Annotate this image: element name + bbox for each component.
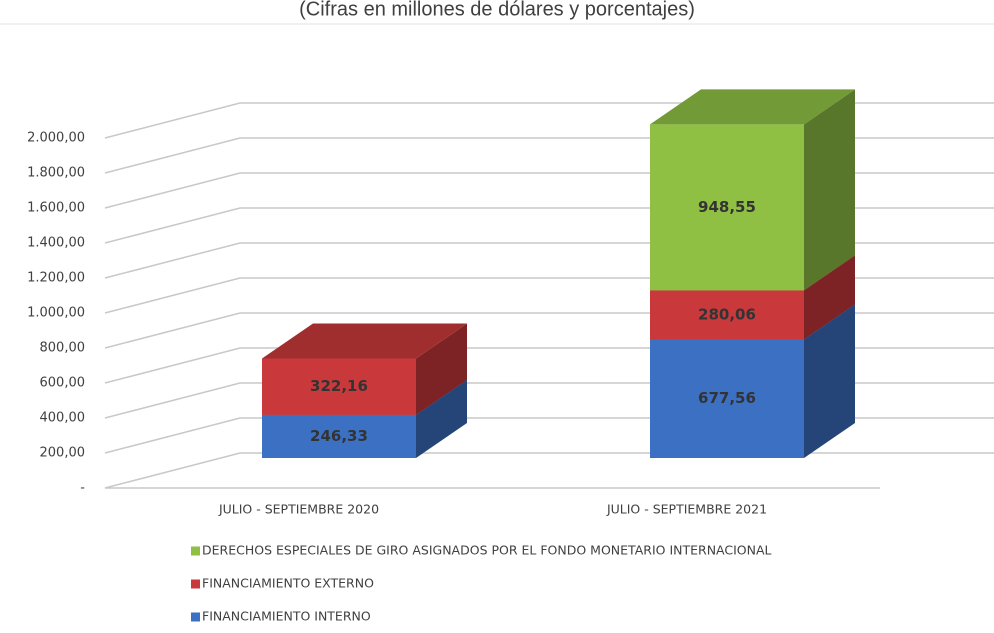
chart-title: (Cifras en millones de dólares y porcent… [299,0,695,20]
bar-side [804,255,855,340]
bar-top [650,89,855,125]
y-tick-label: 200,00 [40,446,86,461]
x-tick-label: JULIO - SEPTIEMBRE 2020 [218,502,379,517]
grid-line [104,347,994,384]
bar-front [262,358,416,415]
grid-line [104,417,994,454]
grid-line [104,382,994,419]
bar-front [650,339,804,458]
grid-line [104,452,994,489]
bar-side [804,89,855,291]
y-tick-label: - [80,481,85,496]
bar-side [416,323,467,415]
legend-swatch [191,612,200,622]
legend-swatch [191,579,200,589]
data-label: 280,06 [698,305,756,323]
bar-top [262,323,467,359]
grid-line [104,242,994,279]
bar-front [650,290,804,340]
y-tick-label: 1.800,00 [27,166,85,181]
bar-side [804,304,855,458]
y-tick-label: 1.000,00 [27,306,85,321]
grid-line [104,137,994,174]
bar-side [416,379,467,458]
bar-front [262,414,416,458]
y-tick-label: 2.000,00 [27,131,85,146]
bar-front [650,124,804,291]
x-tick-label: JULIO - SEPTIEMBRE 2021 [606,502,767,517]
y-tick-label: 1.600,00 [27,201,85,216]
grid-line [104,172,994,209]
legend-label: FINANCIAMIENTO EXTERNO [202,576,374,591]
legend-label: DERECHOS ESPECIALES DE GIRO ASIGNADOS PO… [202,543,772,558]
grid-line [104,102,994,139]
y-tick-label: 800,00 [40,341,86,356]
y-tick-label: 1.200,00 [27,271,85,286]
y-tick-label: 400,00 [40,411,86,426]
grid-line [104,277,994,314]
data-label: 322,16 [310,377,368,395]
legend-swatch [191,546,200,556]
grid-line [104,207,994,244]
data-label: 677,56 [698,389,756,407]
data-label: 246,33 [310,427,368,445]
grid-line [104,312,994,349]
legend-label: FINANCIAMIENTO INTERNO [202,609,371,624]
y-tick-label: 1.400,00 [27,236,85,251]
y-tick-label: 600,00 [40,376,86,391]
data-label: 948,55 [698,198,756,216]
